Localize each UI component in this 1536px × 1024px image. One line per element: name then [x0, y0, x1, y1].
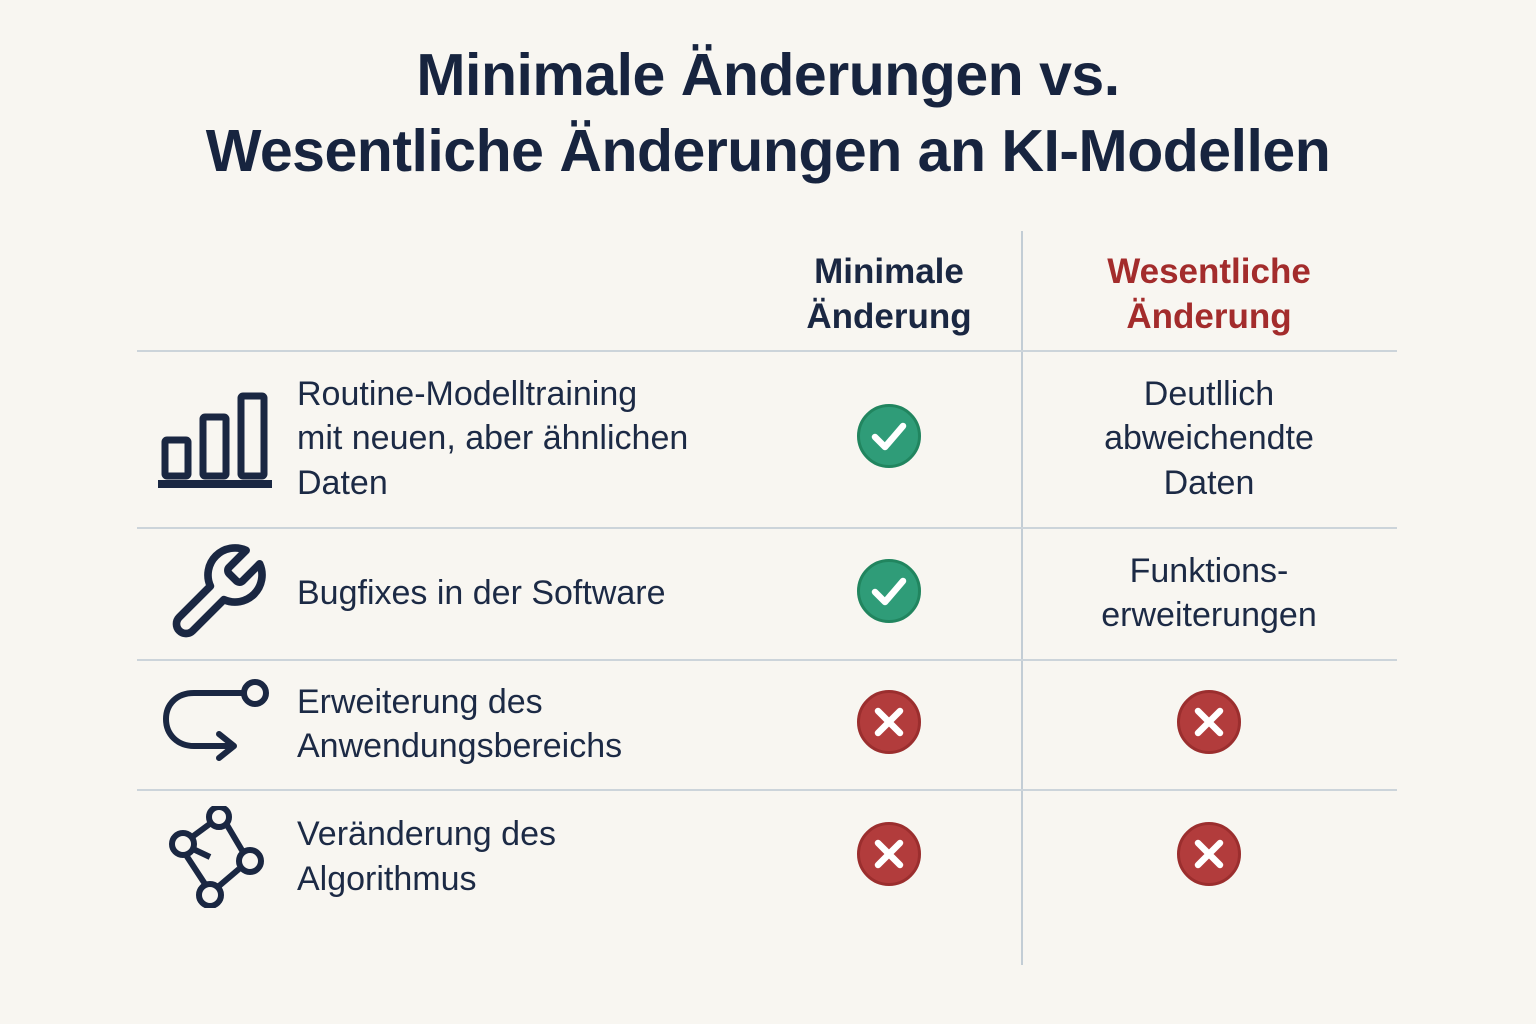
check-circle-icon: [856, 403, 922, 474]
cell-text: Deutllich abweichendte Daten: [1104, 375, 1314, 502]
row-divider: [137, 350, 1397, 353]
cell-wesentlich: Deutllich abweichendte Daten: [1021, 372, 1397, 505]
uturn-arrow-icon: [137, 679, 297, 769]
cell-wesentlich: [1021, 821, 1397, 892]
cell-wesentlich: Funktions- erweiterungen: [1021, 549, 1397, 637]
x-circle-icon: [1176, 689, 1242, 760]
row-label: Routine-Modelltraining mit neuen, aber ä…: [297, 375, 689, 502]
table-header-row: Minimale Änderung Wesentliche Änderung: [137, 239, 1397, 350]
x-circle-icon: [1176, 821, 1242, 892]
cell-minimal: [757, 403, 1021, 474]
column-divider: [1021, 231, 1023, 966]
check-circle-icon: [856, 558, 922, 629]
row-divider: [137, 789, 1397, 792]
cell-minimal: [757, 689, 1021, 760]
column-header-minimal: Minimale Änderung: [806, 251, 972, 336]
table-row: Veränderung des Algorithmus: [137, 789, 1397, 924]
row-divider: [137, 659, 1397, 662]
column-header-wesentlich: Wesentliche Änderung: [1107, 251, 1311, 336]
comparison-table: Minimale Änderung Wesentliche Änderung R…: [137, 231, 1397, 979]
table-row: Routine-Modelltraining mit neuen, aber ä…: [137, 350, 1397, 527]
network-icon: [137, 805, 297, 908]
cell-wesentlich: [1021, 689, 1397, 760]
wrench-icon: [137, 539, 297, 647]
cell-minimal: [757, 558, 1021, 629]
table-row: Bugfixes in der Software Funktions- erwei…: [137, 527, 1397, 659]
cell-minimal: [757, 821, 1021, 892]
row-label: Veränderung des Algorithmus: [297, 815, 556, 898]
row-label: Erweiterung des Anwendungsbereichs: [297, 682, 623, 766]
row-label: Bugfixes in der Software: [297, 573, 666, 612]
bar-chart-icon: [137, 390, 297, 488]
cell-text: Funktions- erweiterungen: [1101, 551, 1317, 635]
page-title: Minimale Änderungen vs. Wesentliche Ände…: [205, 42, 1331, 184]
row-divider: [137, 527, 1397, 530]
x-circle-icon: [856, 689, 922, 760]
table-row: Erweiterung des Anwendungsbereichs: [137, 659, 1397, 789]
x-circle-icon: [856, 821, 922, 892]
